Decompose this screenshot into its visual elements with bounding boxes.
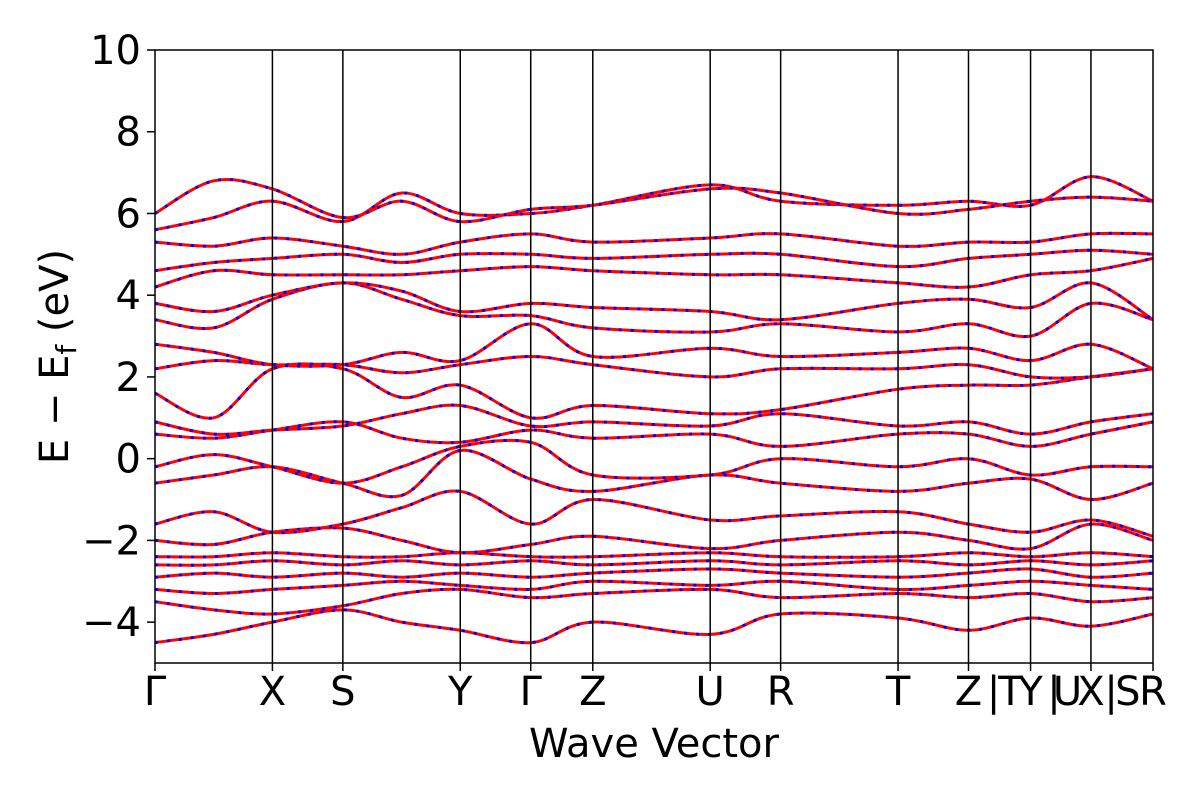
x-break-label-0: |	[987, 669, 1000, 715]
band-line-red-17	[154, 256, 1154, 289]
band-line-red-11	[154, 403, 1154, 436]
band-line-red-18	[154, 248, 1154, 273]
band-line-red-9	[154, 438, 1154, 485]
y-tick-label-7: 10	[90, 28, 141, 74]
x-axis-title: Wave Vector	[529, 721, 780, 767]
x-tick-label-5: Z	[579, 669, 606, 715]
band-line-blue-4	[154, 559, 1154, 567]
y-tick-label-5: 6	[116, 191, 141, 237]
x-tick-label-3: Y	[447, 669, 473, 715]
x-tick-label-6: U	[696, 669, 725, 715]
y-axis-title-main: E − E	[32, 355, 78, 465]
x-break-label-4: |	[1104, 669, 1117, 715]
band-line-blue-3	[154, 567, 1154, 579]
band-line-red-2	[154, 579, 1154, 596]
band-line-blue-21	[154, 177, 1154, 224]
x-tick-label-12: R	[1139, 669, 1167, 715]
kpoint-lines	[271, 50, 1092, 663]
y-tick-label-6: 8	[116, 110, 141, 156]
band-line-blue-13	[154, 354, 1154, 380]
band-line-red-7	[154, 489, 1154, 538]
y-tick-label-0: −4	[82, 600, 141, 646]
band-line-red-21	[154, 177, 1154, 224]
x-tick-label-0: Γ	[144, 669, 167, 715]
plot-frame	[154, 49, 1154, 664]
plot-area	[154, 175, 1154, 645]
x-break-label-3: U	[1053, 669, 1082, 715]
band-line-red-0	[154, 608, 1154, 645]
x-tick-label-4: Γ	[520, 669, 543, 715]
band-line-red-4	[154, 559, 1154, 567]
band-line-red-5	[154, 551, 1154, 559]
x-tick-label-11: X	[1077, 669, 1104, 715]
band-line-red-8	[154, 448, 1154, 502]
band-line-red-3	[154, 567, 1154, 579]
y-tick-label-2: 0	[116, 437, 141, 483]
x-tick-label-7: R	[767, 669, 795, 715]
y-axis-title: E − Ef (eV)	[32, 249, 83, 464]
x-break-label-5: S	[1115, 669, 1140, 715]
band-line-blue-5	[154, 551, 1154, 559]
x-tick-label-1: X	[259, 669, 286, 715]
x-tick-label-9: Z	[955, 669, 982, 715]
band-line-blue-14	[154, 322, 1154, 371]
x-tick-label-2: S	[330, 669, 355, 715]
band-line-blue-6	[154, 522, 1154, 555]
x-tick-label-10: Y	[1017, 669, 1043, 715]
y-axis-title-subscript: f	[50, 344, 83, 355]
band-line-red-1	[154, 587, 1154, 616]
band-line-red-16	[154, 281, 1154, 322]
band-line-red-10	[154, 420, 1154, 448]
y-tick-label-4: 4	[116, 273, 141, 319]
x-break-label-2: |	[1047, 669, 1060, 715]
band-line-blue-16	[154, 281, 1154, 322]
x-tick-label-8: T	[885, 669, 911, 715]
y-tick-label-1: −2	[82, 518, 141, 564]
y-axis-ticks: −4 −2 0 2 4 6 8 10	[82, 28, 155, 646]
band-line-red-6	[154, 522, 1154, 555]
y-axis-title-unit: (eV)	[32, 249, 78, 345]
y-tick-label-3: 2	[116, 355, 141, 401]
x-axis-ticks: Γ X S Y Γ Z U R T Z Y X R|T |U |S	[144, 663, 1167, 715]
x-break-label-1: T	[997, 669, 1023, 715]
band-line-blue-18	[154, 248, 1154, 273]
band-line-blue-19	[154, 231, 1154, 256]
